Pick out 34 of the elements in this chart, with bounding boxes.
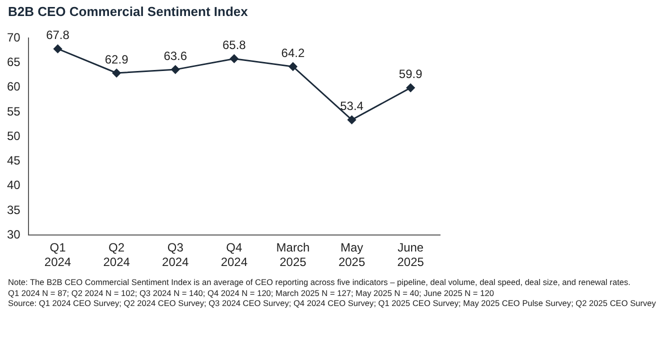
y-tick-label: 30 xyxy=(6,228,21,242)
data-label: 53.4 xyxy=(340,99,364,114)
y-tick-label: 60 xyxy=(6,80,21,94)
y-tick-label: 65 xyxy=(6,54,21,69)
x-tick-label: May 2025 xyxy=(338,240,366,270)
data-label: 62.9 xyxy=(104,52,129,66)
point xyxy=(406,84,415,92)
point xyxy=(288,62,298,71)
point xyxy=(112,68,121,78)
y-tick-label: 40 xyxy=(6,178,21,192)
source-note: Source: Q1 2024 CEO Survey; Q2 2024 CEO Survey; Q3 2024 CEO Survey; Q4 2024 CEO Survey; Q1 2025 CEO Survey; May 2025 CEO Pulse Survey; Q2 2025 CEO Survey xyxy=(8,298,657,308)
data-label: 59.9 xyxy=(398,67,423,82)
x-tick-label: Q4 2024 xyxy=(220,240,248,270)
y-tick-label: 45 xyxy=(6,154,21,168)
y-tick-label: 70 xyxy=(6,30,21,44)
point xyxy=(171,65,180,74)
point xyxy=(230,54,238,63)
x-tick-label: June 2025 xyxy=(397,240,424,270)
chart-title: B2B CEO Commercial Sentiment Index xyxy=(8,4,248,19)
data-label: 65.8 xyxy=(222,38,246,52)
y-tick-label: 35 xyxy=(6,202,21,217)
x-tick-label: Q3 2024 xyxy=(162,240,190,270)
y-tick-label: 50 xyxy=(6,128,21,143)
data-label: 63.6 xyxy=(164,48,188,63)
data-label: 67.8 xyxy=(46,28,70,42)
text: Q1 2024 N = 87; Q2 2024 N = 102; Q3 2024 N = 140; Q4 2024 N = 120; March 2025 N = 127; May 2025 N = 40; June 2025 N = 120 xyxy=(8,288,495,298)
data-label: 64.2 xyxy=(281,46,305,60)
y-tick-label: 55 xyxy=(6,104,21,118)
point xyxy=(348,116,356,124)
x-tick-label: Q2 2024 xyxy=(103,240,130,270)
x-tick-label: March 2025 xyxy=(276,240,310,270)
point xyxy=(54,44,62,54)
text: Note: The B2B CEO Commercial Sentiment Index is an average of CEO reporting across five indicators – pipeline, deal volume, deal speed, deal size, and renewal rates. xyxy=(8,277,632,288)
x-tick-label: Q1 2024 xyxy=(44,240,72,270)
